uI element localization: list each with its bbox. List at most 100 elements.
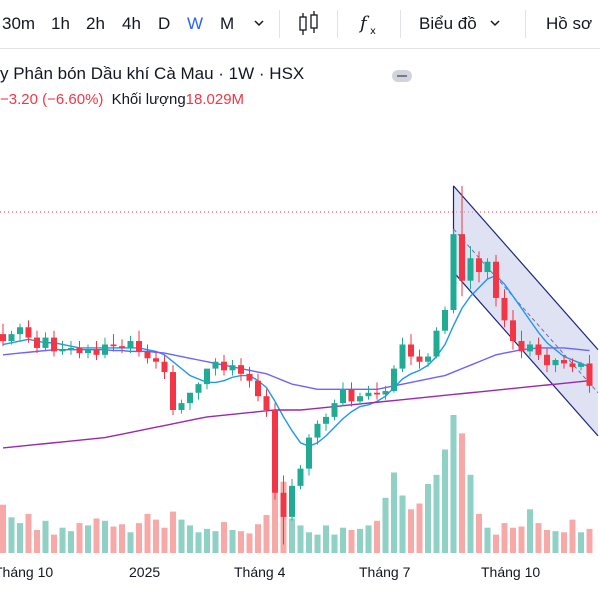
candle-body <box>102 344 108 355</box>
candle-body <box>493 261 499 298</box>
interval-1h[interactable]: 1h <box>51 14 70 33</box>
volume-bar <box>518 526 525 553</box>
candle-body <box>212 361 219 369</box>
interval-d[interactable]: D <box>158 14 171 33</box>
candle <box>85 344 91 359</box>
volume-bar <box>382 497 389 553</box>
candle-body <box>25 327 32 338</box>
volume-bar <box>144 513 151 553</box>
candle <box>187 392 193 410</box>
volume-bar <box>238 531 244 553</box>
volume-bar <box>416 503 423 553</box>
candle <box>391 365 397 393</box>
collapse-legend-icon[interactable] <box>392 70 412 82</box>
channel-upper-line <box>453 185 599 351</box>
volume-bar <box>17 523 23 553</box>
candle-body <box>510 320 516 342</box>
volume-bar <box>76 523 83 553</box>
candle-body <box>442 310 448 331</box>
candle <box>374 382 380 400</box>
candle <box>119 339 125 354</box>
volume-bar <box>102 520 108 553</box>
candle-body <box>297 468 304 486</box>
candle-body <box>459 234 465 281</box>
volume-bar <box>374 520 380 553</box>
candle-body <box>153 358 159 362</box>
volume-bar <box>272 489 278 553</box>
interval-w[interactable]: W <box>187 14 204 33</box>
chart-type-button[interactable]: Biểu đồ <box>419 0 477 48</box>
candle <box>263 389 270 417</box>
volume-bar <box>136 523 142 553</box>
candle <box>578 361 584 371</box>
candle-body <box>535 344 542 355</box>
volume-bar <box>459 433 465 553</box>
candle <box>399 337 406 373</box>
chevron-down-icon[interactable] <box>252 0 266 48</box>
volume-label: Khối lượng <box>111 91 186 108</box>
chevron-down-icon[interactable] <box>488 0 502 48</box>
candle <box>246 366 253 388</box>
candles-icon[interactable] <box>296 0 322 48</box>
candle <box>323 413 329 431</box>
interval-m[interactable]: M <box>220 14 235 33</box>
candle <box>467 246 474 290</box>
volume-bar <box>110 526 117 553</box>
profile-button[interactable]: Hồ sơ <box>546 0 592 48</box>
volume-bar <box>552 531 559 553</box>
candle-body <box>382 391 389 395</box>
candle-body <box>323 416 329 424</box>
volume-bar <box>357 528 363 553</box>
volume-bar <box>297 525 304 553</box>
volume-bar <box>34 530 40 553</box>
candle-body <box>93 349 100 355</box>
candle <box>297 465 304 490</box>
candle <box>59 341 66 355</box>
interval-30m[interactable]: 30m <box>2 14 36 33</box>
candle <box>195 382 202 400</box>
interval-2h[interactable]: 2h <box>86 14 105 33</box>
candle-body <box>170 372 176 410</box>
candle <box>314 420 321 445</box>
candle-body <box>289 485 295 517</box>
volume-bar <box>314 534 321 553</box>
candle <box>76 341 83 359</box>
candle-body <box>518 341 525 352</box>
volume-bar <box>391 472 397 553</box>
volume-bar <box>42 520 49 553</box>
parallel-channel[interactable] <box>452 185 599 437</box>
svg-text:f: f <box>358 13 370 34</box>
volume-value: 18.029M <box>185 91 245 108</box>
candle <box>569 358 576 373</box>
candle-body <box>178 403 185 410</box>
candle <box>272 403 278 500</box>
candle-body <box>578 363 584 367</box>
candle <box>136 330 142 357</box>
toolbar-divider <box>525 10 526 38</box>
candle-body <box>204 368 210 385</box>
fx-icon[interactable]: f x <box>358 0 384 48</box>
candle-body <box>85 349 91 354</box>
price-chart[interactable] <box>0 110 600 560</box>
volume-bar <box>578 532 584 553</box>
candle-body <box>119 346 125 348</box>
candle <box>535 337 542 360</box>
legend-values: −3.20 (−6.60%) Khối lượng18.029M <box>0 91 244 108</box>
candle-body <box>348 389 355 402</box>
volume-bar <box>289 518 295 553</box>
candle-body <box>569 363 576 367</box>
candle-body <box>68 347 74 350</box>
interval-4h[interactable]: 4h <box>122 14 141 33</box>
volume-bar <box>93 518 100 553</box>
candle <box>348 382 355 407</box>
volume-bar <box>535 523 542 553</box>
svg-text:x: x <box>370 26 376 37</box>
candles <box>0 185 593 545</box>
volume-bar <box>476 513 482 553</box>
volume-bar <box>365 525 372 553</box>
candle <box>229 360 236 376</box>
volume-bar <box>229 530 236 553</box>
volume-bar <box>255 524 261 553</box>
candle-body <box>136 341 142 352</box>
volume-bar <box>204 528 210 553</box>
